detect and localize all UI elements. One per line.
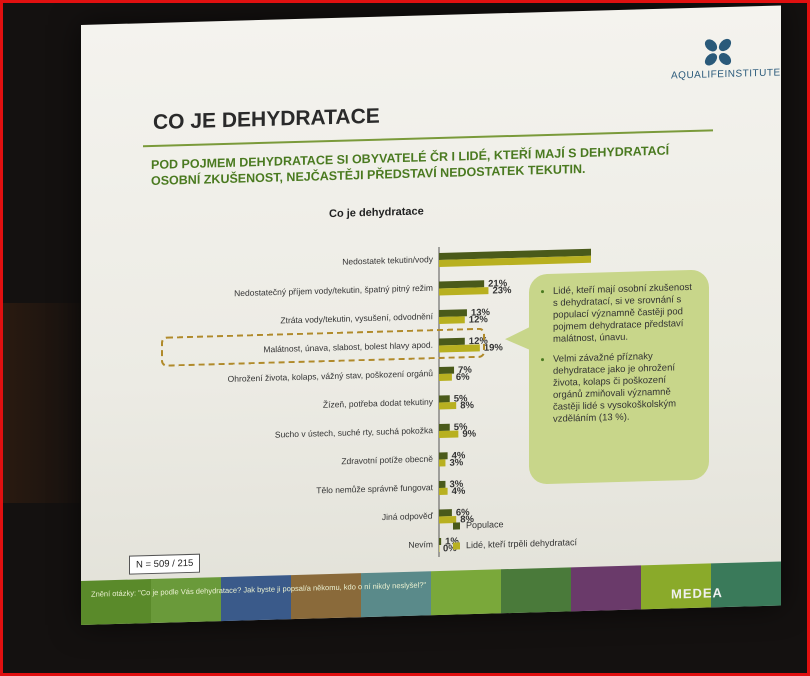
logo-text: AQUALIFEINSTITUTE xyxy=(671,67,781,82)
bar-populace xyxy=(439,452,448,460)
category-label: Nevím xyxy=(408,539,433,550)
data-label: 6% xyxy=(456,507,470,518)
bar-populace xyxy=(439,309,467,318)
aqualife-logo-icon xyxy=(704,38,732,66)
callout-bubble: Lidé, kteří mají osobní zkušenost s dehy… xyxy=(529,269,709,485)
category-label: Žízeň, potřeba dodat tekutiny xyxy=(323,397,434,410)
bar-populace xyxy=(439,537,442,546)
category-label: Tělo nemůže správně fungovat xyxy=(316,482,433,495)
category-label: Nedostatek tekutin/vody xyxy=(342,254,433,267)
bar-populace xyxy=(439,480,446,489)
bar-dehydrated xyxy=(439,373,452,382)
callout-bullet-2: Velmi závažné příznaky dehydratace jako … xyxy=(553,350,697,426)
bar-dehydrated xyxy=(439,402,457,410)
data-label: 4% xyxy=(452,486,466,497)
data-label: 13% xyxy=(471,307,491,319)
bar-populace xyxy=(439,423,450,432)
data-label: 19% xyxy=(484,342,504,354)
bar-chart: Nedostatek tekutin/vody72%76%Nedostatečn… xyxy=(228,246,591,559)
legend-label: Lidé, kteří trpěli dehydratací xyxy=(466,537,578,551)
legend-label: Populace xyxy=(466,519,504,531)
bar-dehydrated xyxy=(439,430,459,439)
category-label: Ohrožení života, kolaps, vážný stav, poš… xyxy=(228,368,434,384)
bar-dehydrated xyxy=(439,459,446,467)
medea-logo: MEDEA xyxy=(671,585,723,602)
data-label: 5% xyxy=(454,393,468,404)
data-label: 7% xyxy=(458,365,472,376)
sample-size-box: N = 509 / 215 xyxy=(129,553,201,575)
bar-dehydrated xyxy=(439,544,440,553)
data-label: 8% xyxy=(460,400,474,411)
legend-item-dehydrated: Lidé, kteří trpěli dehydratací xyxy=(453,537,577,550)
data-label: 9% xyxy=(462,428,476,439)
category-label: Jiná odpověď xyxy=(382,511,434,522)
bar-populace xyxy=(439,509,452,517)
bar-populace xyxy=(439,280,485,289)
legend-item-populace: Populace xyxy=(453,517,577,530)
bar-dehydrated xyxy=(439,316,465,325)
data-label: 12% xyxy=(469,336,489,348)
data-label: 1% xyxy=(445,536,459,547)
bar-dehydrated xyxy=(439,287,489,296)
bar-dehydrated xyxy=(439,487,448,496)
chart-legend: Populace Lidé, kteří trpěli dehydratací xyxy=(453,517,577,560)
bar-populace xyxy=(439,366,455,375)
bar-dehydrated xyxy=(439,516,457,524)
presentation-slide: AQUALIFEINSTITUTE CO JE DEHYDRATACE POD … xyxy=(81,5,781,626)
legend-swatch xyxy=(453,541,460,550)
room-background xyxy=(3,303,93,503)
data-label: 4% xyxy=(452,450,466,461)
data-label: 21% xyxy=(488,278,508,290)
category-label: Ztráta vody/tekutin, vysušení, odvodnění xyxy=(280,311,433,325)
slide-subtitle: POD POJMEM DEHYDRATACE SI OBYVATELÉ ČR I… xyxy=(151,143,670,189)
bar-dehydrated xyxy=(439,255,591,268)
chart-title: Co je dehydratace xyxy=(329,205,424,221)
category-label: Zdravotní potíže obecně xyxy=(341,454,433,467)
data-label: 12% xyxy=(469,314,489,326)
data-label: 3% xyxy=(449,479,463,490)
category-label: Nedostatečný příjem vody/tekutin, špatný… xyxy=(234,283,433,299)
bar-populace xyxy=(439,395,450,403)
bar-dehydrated xyxy=(439,344,480,353)
data-label: 8% xyxy=(460,514,474,525)
data-label: 6% xyxy=(456,372,470,383)
data-label: 5% xyxy=(454,422,468,433)
legend-swatch xyxy=(453,521,460,530)
data-label: 23% xyxy=(492,285,512,297)
category-label: Sucho v ústech, suché rty, suchá pokožka xyxy=(275,425,433,439)
category-label: Malátnost, únava, slabost, bolest hlavy … xyxy=(263,340,433,355)
bar-populace xyxy=(439,248,591,261)
data-label: 3% xyxy=(449,457,463,468)
callout-bullet-1: Lidé, kteří mají osobní zkušenost s dehy… xyxy=(553,282,697,346)
bar-populace xyxy=(439,337,465,346)
data-label: 0% xyxy=(443,543,457,554)
slide-title: CO JE DEHYDRATACE xyxy=(153,104,380,134)
